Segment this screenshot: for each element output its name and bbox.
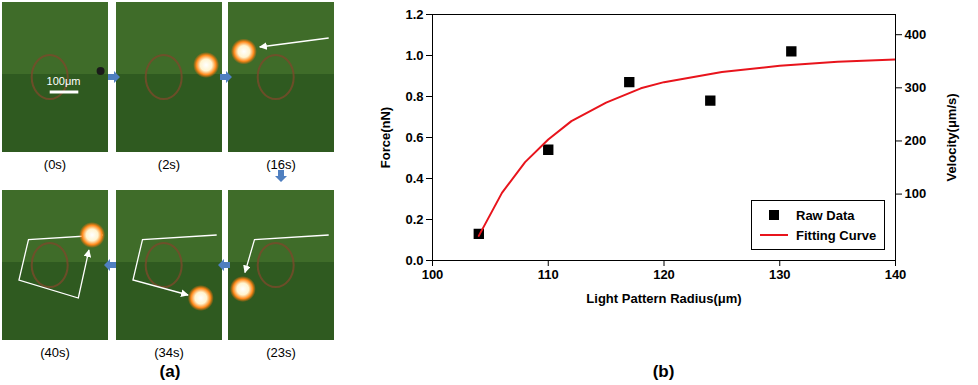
svg-text:100: 100	[422, 267, 444, 282]
svg-text:Light Pattern Radius(μm): Light Pattern Radius(μm)	[586, 291, 741, 306]
svg-text:200: 200	[905, 133, 927, 148]
svg-text:(2s): (2s)	[158, 157, 180, 172]
svg-text:140: 140	[885, 267, 907, 282]
html-text:(a): (a)	[159, 362, 181, 381]
svg-text:(40s): (40s)	[40, 345, 70, 360]
svg-text:Force(nN): Force(nN)	[378, 107, 393, 168]
svg-text:100: 100	[905, 186, 927, 201]
html-text:Fitting Curve: Fitting Curve	[796, 227, 877, 243]
svg-text:400: 400	[905, 27, 927, 42]
svg-text:(23s): (23s)	[266, 345, 296, 360]
svg-text:0.8: 0.8	[405, 89, 423, 104]
html-text:(b): (b)	[652, 362, 675, 381]
svg-text:1.2: 1.2	[405, 7, 423, 22]
svg-text:110: 110	[538, 267, 559, 282]
html-text:Raw Data: Raw Data	[796, 207, 855, 223]
svg-text:Velocity(μm/s): Velocity(μm/s)	[944, 93, 959, 181]
svg-text:120: 120	[653, 267, 675, 282]
svg-text:(34s): (34s)	[154, 345, 184, 360]
svg-text:100μm: 100μm	[47, 75, 81, 87]
svg-text:(16s): (16s)	[266, 157, 296, 172]
svg-text:0.6: 0.6	[405, 130, 423, 145]
svg-text:0.0: 0.0	[405, 253, 423, 268]
svg-text:300: 300	[905, 80, 927, 95]
svg-text:1.0: 1.0	[405, 48, 423, 63]
svg-text:0.2: 0.2	[405, 212, 423, 227]
svg-text:0.4: 0.4	[405, 171, 424, 186]
svg-text:(0s): (0s)	[44, 157, 66, 172]
svg-text:130: 130	[769, 267, 791, 282]
